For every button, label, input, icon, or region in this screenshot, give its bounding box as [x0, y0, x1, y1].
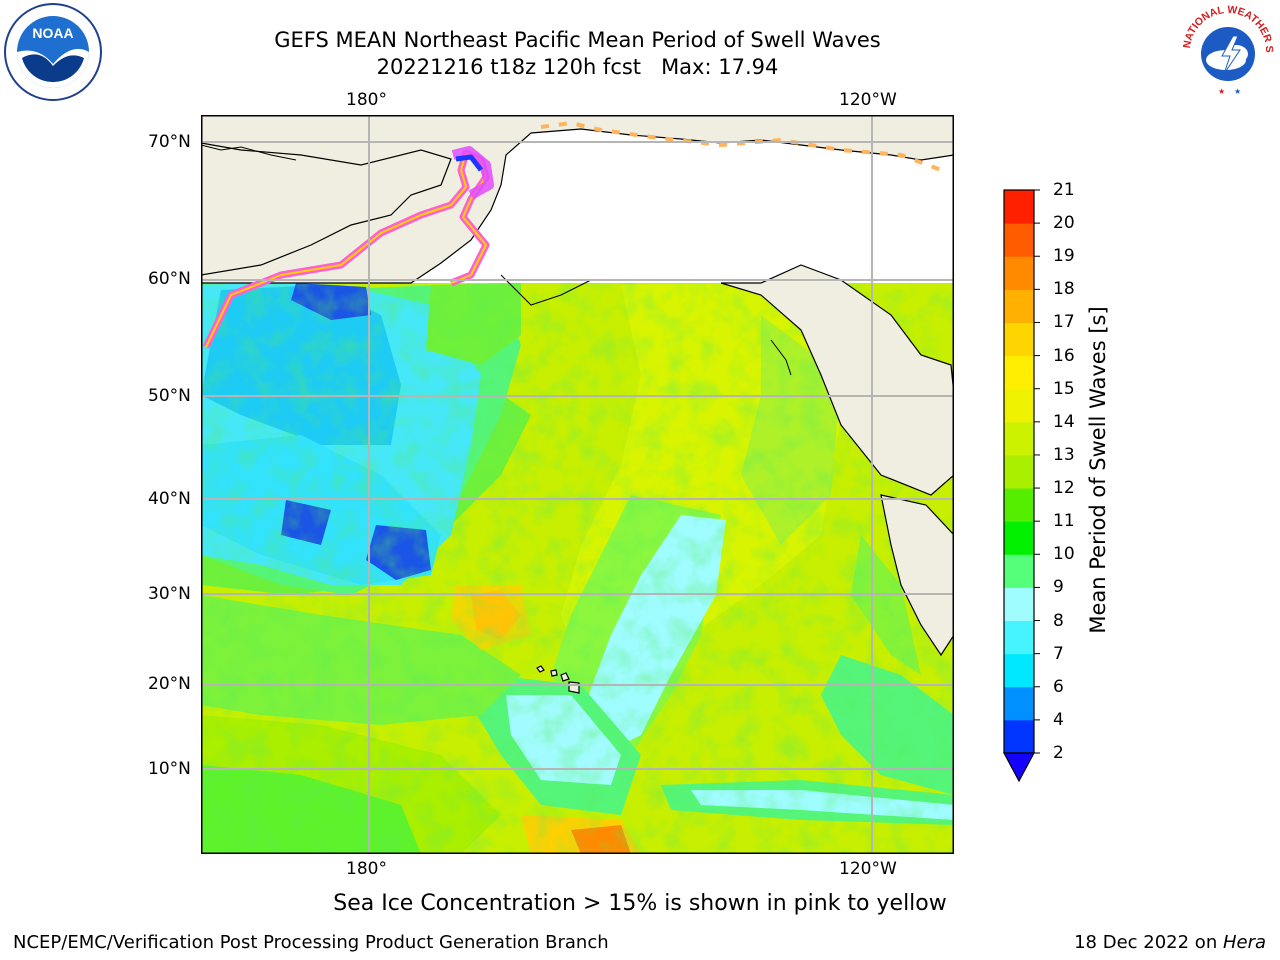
colorbar-tick-label: 8 [1053, 610, 1064, 631]
colorbar-tick-label: 13 [1053, 444, 1075, 465]
colorbar-segment [1004, 620, 1034, 655]
colorbar-tick-label: 11 [1053, 511, 1075, 532]
colorbar-segment [1004, 289, 1034, 323]
coastline-detail [201, 144, 792, 376]
colorbar-tick-label: 14 [1053, 411, 1075, 432]
nws-logo-icon: NATIONAL WEATHER SERVICE ★ ★ [1178, 2, 1275, 98]
sea-ice-note: Sea Ice Concentration > 15% is shown in … [333, 891, 947, 916]
colorbar-tick-label: 10 [1053, 544, 1075, 565]
colorbar-segment [1004, 587, 1034, 622]
colorbar-segment [1004, 653, 1034, 688]
colorbar-extend-min [1002, 752, 1036, 783]
svg-text:★: ★ [1218, 87, 1225, 96]
lat-label: 30°N [148, 584, 191, 604]
colorbar-segment [1004, 554, 1034, 588]
lat-label: 20°N [148, 674, 191, 694]
colorbar-tick-label: 2 [1053, 743, 1064, 763]
colorbar-tick-label: 18 [1053, 279, 1075, 300]
lat-label: 10°N [148, 759, 191, 779]
land-masses [201, 115, 954, 694]
lat-label: 50°N [148, 386, 191, 406]
sea-ice-edge [202, 121, 942, 349]
colorbar-tick-label: 9 [1053, 577, 1064, 598]
colorbar-tick-label: 19 [1053, 246, 1075, 267]
colorbar-tick-label: 12 [1053, 478, 1075, 499]
lat-label: 40°N [148, 489, 191, 509]
map-gridlines [201, 115, 954, 854]
footer-credit: NCEP/EMC/Verification Post Processing Pr… [13, 932, 609, 953]
colorbar-segment [1004, 223, 1034, 257]
colorbar-frame [1003, 189, 1035, 754]
colorbar-tick-label: 17 [1053, 312, 1075, 333]
colorbar [1002, 189, 1040, 783]
noaa-logo-text: NOAA [32, 25, 73, 41]
lon-label-top: 180° [346, 90, 387, 110]
colorbar-segment [1004, 190, 1034, 224]
colorbar-segment [1004, 521, 1034, 555]
lat-label: 60°N [148, 269, 191, 289]
lon-label-bottom: 180° [346, 859, 387, 879]
colorbar-tick-label: 16 [1053, 345, 1075, 366]
colorbar-segment [1004, 719, 1034, 754]
ocean-field [201, 283, 954, 854]
colorbar-segment [1004, 488, 1034, 522]
colorbar-segment [1004, 388, 1034, 423]
colorbar-segment [1004, 686, 1034, 721]
colorbar-tick-label: 7 [1053, 643, 1064, 664]
colorbar-tick-label: 15 [1053, 378, 1075, 399]
chart-subtitle: 20221216 t18z 120h fcst Max: 17.94 [376, 55, 779, 79]
footer-date-text: 18 Dec 2022 on [1074, 932, 1223, 953]
map-frame [201, 115, 954, 854]
footer-date: 18 Dec 2022 on Hera [1074, 932, 1266, 954]
lon-label-bottom: 120°W [839, 859, 897, 879]
colorbar-segment [1004, 256, 1034, 290]
svg-text:★: ★ [1234, 87, 1241, 96]
colorbar-tick-label: 20 [1053, 213, 1075, 234]
colorbar-tick-label: 4 [1053, 709, 1064, 730]
lat-label: 70°N [148, 132, 191, 152]
colorbar-tick-label: 6 [1053, 676, 1064, 697]
colorbar-segment [1004, 421, 1034, 456]
colorbar-segment [1004, 355, 1034, 390]
footer-machine: Hera [1222, 932, 1266, 953]
colorbar-segment [1004, 454, 1034, 489]
colorbar-segment [1004, 322, 1034, 357]
colorbar-title: Mean Period of Swell Waves [s] [1086, 306, 1110, 634]
swell-period-map [201, 115, 954, 854]
lon-label-top: 120°W [839, 90, 897, 110]
chart-title: GEFS MEAN Northeast Pacific Mean Period … [274, 28, 881, 52]
colorbar-tick-label: 21 [1053, 180, 1075, 200]
noaa-logo-icon: NOAA [4, 3, 102, 101]
